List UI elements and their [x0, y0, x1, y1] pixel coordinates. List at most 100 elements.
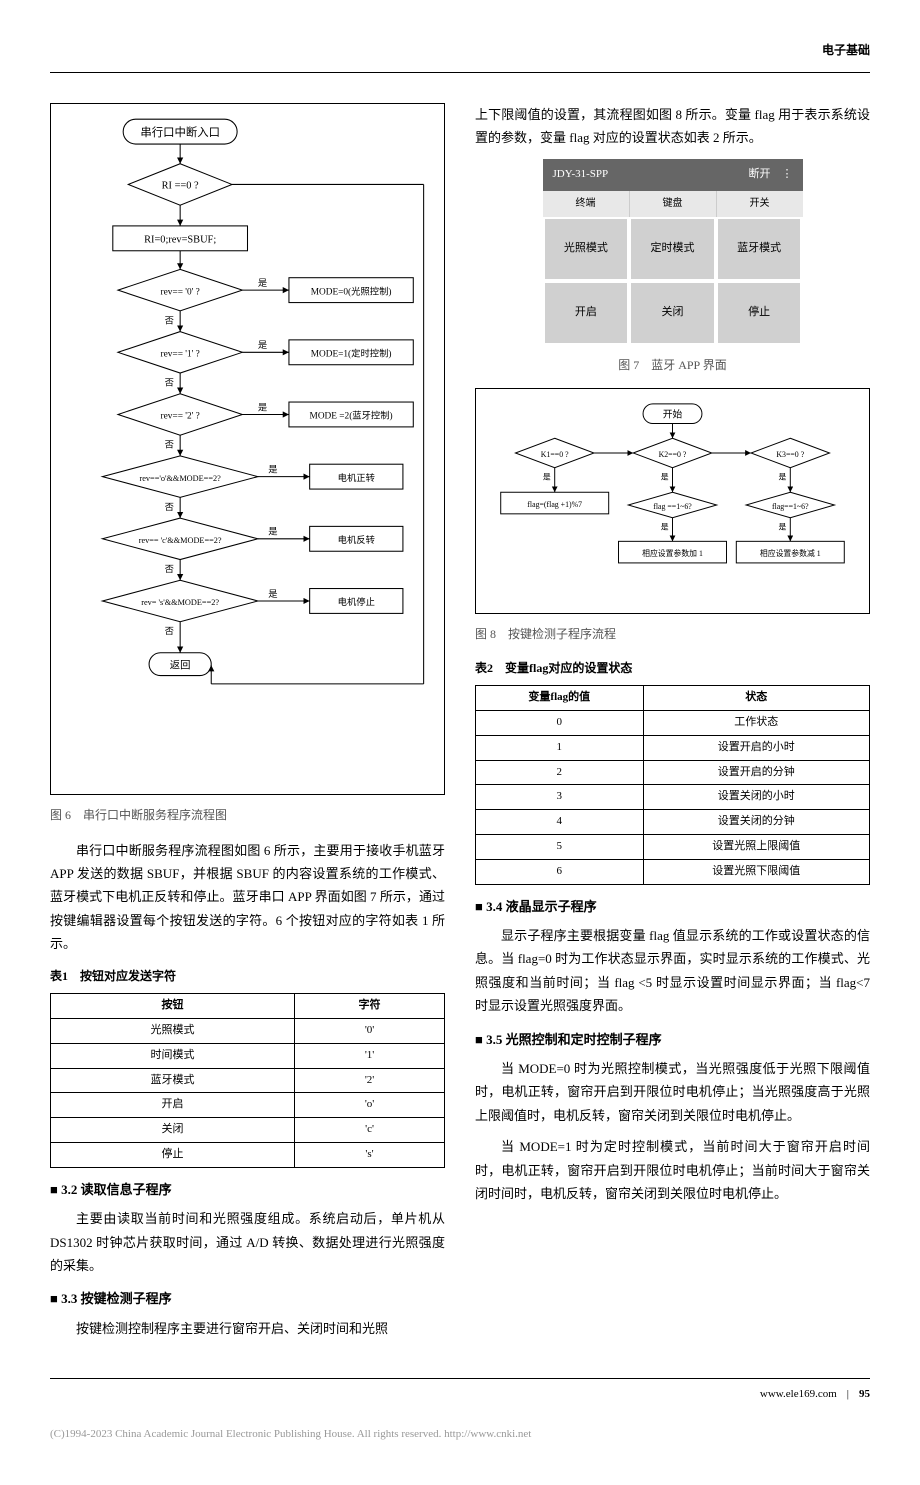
sec32-title: 3.2 读取信息子程序 [50, 1178, 445, 1201]
fig8-flowchart: 开始 K1==0 ? K2==0 ? K3==0 ? 是 是 是 [475, 388, 870, 614]
app-disconnect: 断开 [749, 168, 771, 180]
table-cell: 工作状态 [643, 711, 869, 736]
page-number: 95 [859, 1385, 870, 1405]
svg-text:flag ==1~6?: flag ==1~6? [653, 502, 692, 511]
left-column: 串行口中断入口 RI ==0 ? RI=0;rev=SBUF; rev== '0… [50, 103, 445, 1349]
table2: 变量flag的值状态 0工作状态 1设置开启的小时 2设置开启的分钟 3设置关闭… [475, 685, 870, 884]
app-tab: 开关 [717, 191, 803, 217]
svg-text:flag==1~6?: flag==1~6? [772, 502, 809, 511]
table-cell: 光照模式 [51, 1019, 295, 1044]
sec34-para: 显示子程序主要根据变量 flag 值显示系统的工作或设置状态的信息。当 flag… [475, 924, 870, 1018]
svg-text:K1==0 ?: K1==0 ? [541, 450, 569, 459]
app-title: JDY-31-SPP [553, 165, 609, 185]
table1: 按钮字符 光照模式'0' 时间模式'1' 蓝牙模式'2' 开启'o' 关闭'c'… [50, 993, 445, 1168]
table-cell: '1' [295, 1043, 445, 1068]
svg-text:MODE=1(定时控制): MODE=1(定时控制) [311, 347, 392, 359]
table-cell: 4 [476, 810, 644, 835]
app-button: 定时模式 [629, 217, 716, 281]
header-category: 电子基础 [50, 40, 870, 62]
flowchart8-svg: 开始 K1==0 ? K2==0 ? K3==0 ? 是 是 是 [486, 399, 859, 595]
svg-text:RI=0;rev=SBUF;: RI=0;rev=SBUF; [144, 234, 216, 245]
svg-text:否: 否 [165, 501, 174, 512]
svg-text:是: 是 [258, 278, 267, 289]
footer-sep: | [847, 1385, 849, 1405]
page-footer: www.ele169.com | 95 [50, 1378, 870, 1405]
svg-text:相应设置参数加 1: 相应设置参数加 1 [642, 548, 703, 558]
fig6-caption: 图 6 串行口中断服务程序流程图 [50, 805, 445, 827]
svg-text:是: 是 [258, 340, 267, 351]
fig8-caption: 图 8 按键检测子程序流程 [475, 624, 870, 646]
app-button: 蓝牙模式 [716, 217, 803, 281]
table-cell: 2 [476, 760, 644, 785]
more-icon: ⋮ [782, 168, 793, 180]
table-cell: 3 [476, 785, 644, 810]
svg-text:K2==0 ?: K2==0 ? [659, 450, 687, 459]
table-cell: 设置光照下限阈值 [643, 859, 869, 884]
table2-h0: 变量flag的值 [476, 686, 644, 711]
svg-text:否: 否 [165, 377, 174, 388]
table-cell: 'o' [295, 1093, 445, 1118]
bluetooth-app: JDY-31-SPP 断开 ⋮ 终端 键盘 开关 光照模式 定时模式 蓝牙模式 … [543, 159, 803, 344]
app-button: 关闭 [629, 281, 716, 345]
fig6-flowchart: 串行口中断入口 RI ==0 ? RI=0;rev=SBUF; rev== '0… [50, 103, 445, 796]
footer-url: www.ele169.com [760, 1385, 837, 1405]
svg-text:相应设置参数减 1: 相应设置参数减 1 [760, 548, 821, 558]
svg-text:是: 是 [661, 473, 669, 482]
svg-text:RI ==0 ?: RI ==0 ? [162, 180, 199, 191]
table-cell: '0' [295, 1019, 445, 1044]
svg-text:开始: 开始 [663, 408, 683, 421]
svg-text:否: 否 [165, 315, 174, 326]
table1-h1: 字符 [295, 994, 445, 1019]
app-button: 停止 [716, 281, 803, 345]
table-cell: 设置开启的分钟 [643, 760, 869, 785]
svg-text:串行口中断入口: 串行口中断入口 [140, 124, 220, 138]
svg-text:是: 是 [268, 464, 277, 475]
table-cell: 设置关闭的小时 [643, 785, 869, 810]
table-cell: 0 [476, 711, 644, 736]
svg-text:K3==0 ?: K3==0 ? [776, 450, 804, 459]
right-column: 上下限阈值的设置，其流程图如图 8 所示。变量 flag 用于表示系统设置的参数… [475, 103, 870, 1349]
svg-text:rev= 's'&&MODE==2?: rev= 's'&&MODE==2? [141, 598, 219, 607]
table-cell: 时间模式 [51, 1043, 295, 1068]
sec35-para2: 当 MODE=1 时为定时控制模式，当前时间大于窗帘开启时间时，电机正转，窗帘开… [475, 1135, 870, 1205]
table-cell: 设置开启的小时 [643, 735, 869, 760]
svg-text:rev== '2' ?: rev== '2' ? [161, 411, 200, 421]
copyright: (C)1994-2023 China Academic Journal Elec… [50, 1425, 870, 1445]
svg-text:返回: 返回 [170, 659, 191, 671]
svg-text:rev== 'c'&&MODE==2?: rev== 'c'&&MODE==2? [139, 536, 222, 545]
svg-text:MODE=0(光照控制): MODE=0(光照控制) [311, 285, 392, 297]
app-button: 光照模式 [543, 217, 630, 281]
table-cell: '2' [295, 1068, 445, 1093]
app-tab: 终端 [543, 191, 630, 217]
svg-text:是: 是 [779, 523, 787, 532]
top-divider [50, 72, 870, 73]
sec33-title: 3.3 按键检测子程序 [50, 1287, 445, 1310]
table-cell: 蓝牙模式 [51, 1068, 295, 1093]
svg-text:否: 否 [165, 439, 174, 450]
app-button-grid: 光照模式 定时模式 蓝牙模式 开启 关闭 停止 [543, 217, 803, 345]
table-cell: 设置关闭的分钟 [643, 810, 869, 835]
svg-text:是: 是 [543, 473, 551, 482]
svg-text:电机正转: 电机正转 [338, 471, 375, 483]
svg-text:是: 是 [258, 402, 267, 413]
sec32-para: 主要由读取当前时间和光照强度组成。系统启动后，单片机从 DS1302 时钟芯片获… [50, 1207, 445, 1277]
svg-text:是: 是 [661, 523, 669, 532]
svg-text:MODE =2(蓝牙控制): MODE =2(蓝牙控制) [310, 409, 393, 421]
flowchart-svg: 串行口中断入口 RI ==0 ? RI=0;rev=SBUF; rev== '0… [61, 114, 434, 777]
table2-title: 表2 变量flag对应的设置状态 [475, 658, 870, 680]
table-cell: 1 [476, 735, 644, 760]
table-cell: 开启 [51, 1093, 295, 1118]
table2-h1: 状态 [643, 686, 869, 711]
fig7-caption: 图 7 蓝牙 APP 界面 [475, 355, 870, 377]
svg-text:rev=='o'&&MODE==2?: rev=='o'&&MODE==2? [139, 473, 221, 482]
app-header: JDY-31-SPP 断开 ⋮ [543, 159, 803, 191]
table-cell: 关闭 [51, 1118, 295, 1143]
table-cell: 's' [295, 1143, 445, 1168]
table-cell: 'c' [295, 1118, 445, 1143]
svg-text:rev== '1' ?: rev== '1' ? [161, 349, 200, 359]
table-cell: 6 [476, 859, 644, 884]
table1-title: 表1 按钮对应发送字符 [50, 966, 445, 988]
app-button: 开启 [543, 281, 630, 345]
content-columns: 串行口中断入口 RI ==0 ? RI=0;rev=SBUF; rev== '0… [50, 103, 870, 1349]
svg-text:电机停止: 电机停止 [338, 596, 375, 608]
